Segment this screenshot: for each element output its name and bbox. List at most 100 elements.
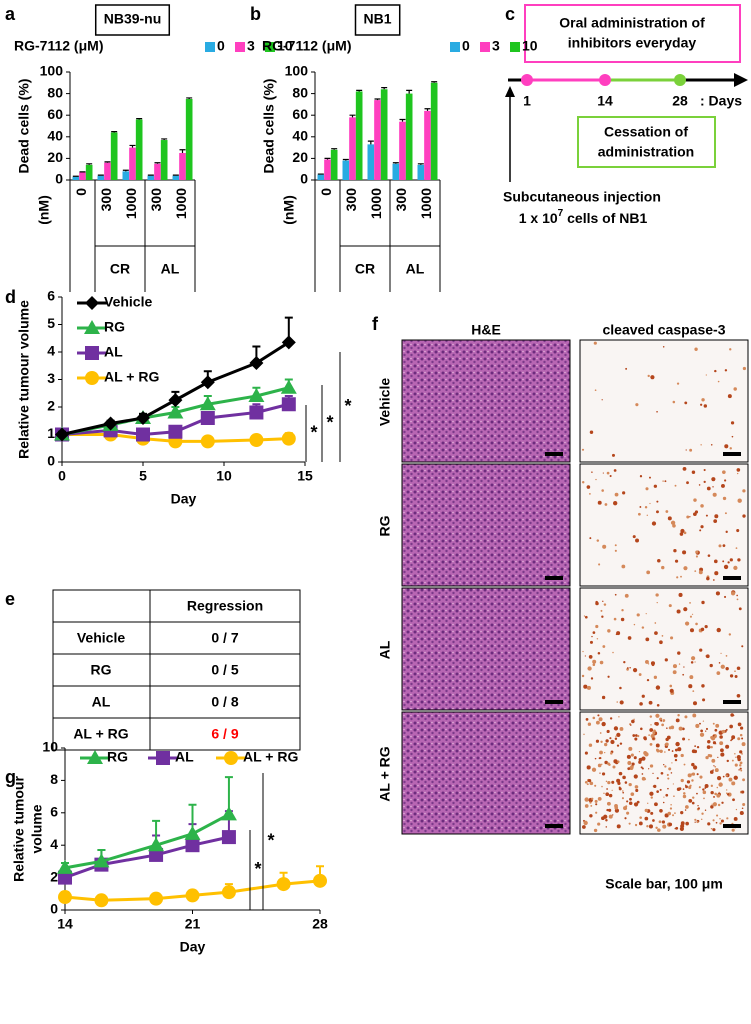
stain-dot	[684, 621, 690, 626]
marker	[57, 859, 73, 874]
stain-dot	[663, 763, 665, 766]
stain-dot	[599, 660, 604, 665]
significance-star: *	[326, 412, 333, 432]
stain-dot	[604, 742, 608, 747]
stain-dot	[673, 795, 675, 798]
stain-dot	[666, 773, 669, 777]
error-bar	[136, 118, 143, 120]
stain-dot	[689, 448, 693, 452]
stain-dot	[601, 695, 606, 700]
bar	[72, 176, 80, 180]
stain-dot	[736, 594, 738, 597]
stain-dot	[676, 382, 680, 385]
bar	[392, 163, 400, 180]
stain-dot	[717, 380, 720, 383]
stain-dot	[601, 772, 606, 776]
error-bar	[331, 148, 338, 150]
stain-dot	[616, 701, 618, 703]
stain-dot	[619, 700, 624, 705]
stain-dot	[592, 631, 596, 634]
stain-dot	[679, 826, 684, 831]
error-bar	[392, 162, 399, 164]
stain-dot	[664, 658, 668, 662]
stain-dot	[664, 751, 666, 753]
stain-dot	[637, 512, 641, 516]
stain-dot	[739, 733, 743, 737]
group-label: CR	[110, 261, 130, 277]
legend-marker	[156, 751, 170, 765]
stain-dot	[655, 713, 660, 718]
stain-dot	[736, 666, 741, 671]
stain-dot	[699, 529, 702, 532]
stain-dot	[732, 798, 735, 802]
panel-letter: a	[5, 4, 16, 24]
stain-dot	[688, 738, 690, 741]
stain-dot	[665, 793, 669, 797]
stain-dot	[604, 752, 606, 754]
stain-dot	[664, 813, 669, 818]
stain-dot	[686, 780, 691, 784]
stain-dot	[650, 661, 656, 666]
stain-dot	[703, 480, 706, 483]
stain-dot	[602, 645, 606, 648]
stain-dot	[661, 723, 664, 727]
stain-dot	[630, 792, 635, 797]
stain-dot	[734, 674, 738, 678]
stain-dot	[655, 826, 658, 829]
stain-dot	[713, 519, 718, 524]
stain-dot	[624, 593, 629, 598]
stain-dot	[738, 769, 740, 771]
stain-dot	[740, 812, 743, 814]
stain-dot	[589, 801, 592, 804]
stain-dot	[624, 781, 628, 784]
stain-dot	[688, 684, 693, 689]
stain-dot	[581, 674, 585, 678]
stain-dot	[711, 758, 716, 763]
stain-dot	[700, 403, 703, 406]
x-tick-label: 0	[318, 188, 334, 196]
stain-dot	[735, 756, 737, 758]
stain-dot	[646, 570, 651, 575]
row-label: AL + RG	[377, 746, 393, 801]
stain-dot	[699, 648, 703, 652]
stain-dot	[712, 492, 717, 497]
stain-dot	[734, 670, 736, 673]
legend-label: AL + RG	[243, 749, 298, 765]
stain-dot	[706, 486, 711, 491]
stain-dot	[614, 492, 619, 497]
bar	[135, 119, 143, 180]
title-box	[354, 4, 401, 36]
error-bar	[104, 161, 111, 163]
cell: 0 / 8	[211, 694, 238, 710]
stain-dot	[710, 790, 714, 795]
unit-label: (nM)	[36, 195, 52, 225]
stain-dot	[742, 812, 744, 815]
stain-dot	[718, 544, 722, 548]
stain-dot	[702, 698, 706, 702]
stain-dot	[605, 739, 609, 743]
stain-dot	[683, 566, 688, 571]
stain-dot	[739, 761, 743, 765]
stain-dot	[716, 793, 721, 798]
stain-dot	[736, 472, 739, 475]
stain-dot	[706, 745, 711, 749]
stain-dot	[741, 645, 744, 648]
marker	[200, 375, 215, 390]
error-bar	[186, 97, 193, 99]
stain-dot	[639, 702, 643, 706]
stain-dot	[648, 824, 653, 829]
stain-dot	[680, 528, 685, 534]
stain-dot	[656, 410, 658, 413]
x-tick-label: 10	[216, 468, 232, 484]
stain-dot	[599, 719, 602, 721]
stain-dot	[606, 808, 609, 812]
marker	[249, 433, 264, 447]
stain-dot	[597, 822, 601, 826]
stain-dot	[709, 770, 714, 774]
stain-dot	[683, 666, 685, 668]
stain-dot	[614, 804, 618, 808]
row-label: Vehicle	[377, 378, 393, 426]
stain-dot	[595, 811, 598, 814]
stain-dot	[668, 604, 672, 608]
stain-dot	[731, 591, 736, 596]
